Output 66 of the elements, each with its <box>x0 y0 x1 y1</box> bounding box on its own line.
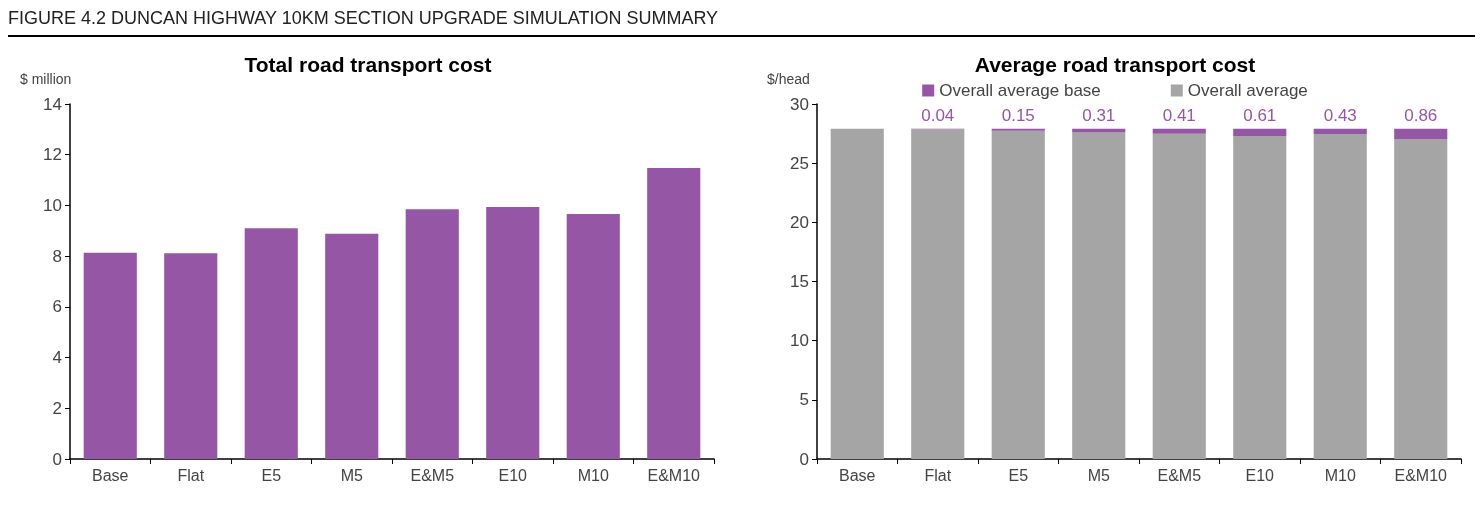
data-label: 0.04 <box>921 105 955 125</box>
x-tick-label: M5 <box>1087 466 1110 484</box>
y-tick-label: 10 <box>43 195 62 215</box>
x-tick-label: E&M10 <box>1394 466 1448 484</box>
data-label: 0.43 <box>1323 105 1357 125</box>
y-tick-label: 2 <box>52 398 62 418</box>
y-tick-label: 10 <box>790 331 809 351</box>
x-tick-label: Flat <box>924 466 952 484</box>
y-tick-label: 6 <box>52 297 62 317</box>
y-tick-label: 15 <box>790 272 809 291</box>
bar <box>244 228 298 459</box>
bar <box>1394 139 1448 459</box>
x-tick-label: Base <box>92 466 129 484</box>
bar <box>1152 133 1206 459</box>
y-axis-title: $ million <box>20 71 72 87</box>
x-tick-label: E5 <box>1008 466 1029 484</box>
y-tick-label: 12 <box>43 145 62 165</box>
x-tick-label: E10 <box>498 466 528 484</box>
x-tick-label: M10 <box>577 466 609 484</box>
x-tick-label: Flat <box>177 466 205 484</box>
y-axis-title: $/head <box>767 71 810 87</box>
x-tick-label: E5 <box>261 466 282 484</box>
bar <box>325 233 379 459</box>
x-tick-label: E&M5 <box>1157 466 1202 484</box>
bar <box>1313 128 1367 134</box>
bar <box>83 252 137 459</box>
caption: FIGURE 4.2 DUNCAN HIGHWAY 10KM SECTION UPGRADE SIMULATION SUMMARY <box>8 8 1475 37</box>
y-tick-label: 4 <box>52 348 62 368</box>
y-tick-label: 14 <box>43 94 62 114</box>
x-tick-label: Base <box>839 466 876 484</box>
x-tick-label: E10 <box>1245 466 1275 484</box>
bar <box>486 206 540 459</box>
y-tick-label: 0 <box>799 449 809 469</box>
data-label: 0.61 <box>1243 105 1277 125</box>
chart-title: Average road transport cost <box>974 53 1256 76</box>
x-tick-label: E&M10 <box>647 466 701 484</box>
y-tick-label: 20 <box>790 212 809 232</box>
bar <box>1233 136 1287 459</box>
bar <box>991 130 1045 459</box>
data-label: 0.15 <box>1001 105 1035 125</box>
y-tick-label: 0 <box>52 449 62 469</box>
bar <box>1072 132 1126 459</box>
bar <box>1152 128 1206 134</box>
y-tick-label: 25 <box>790 153 809 173</box>
x-tick-label: M10 <box>1324 466 1356 484</box>
data-label: 0.86 <box>1404 105 1438 125</box>
y-tick-label: 30 <box>790 94 809 114</box>
bar <box>647 167 701 459</box>
x-tick-label: E&M5 <box>410 466 455 484</box>
bar <box>1394 128 1448 140</box>
bar <box>911 129 965 459</box>
bar <box>164 253 218 459</box>
chart-title: Total road transport cost <box>244 53 492 76</box>
legend-label: Overall average <box>1187 81 1308 100</box>
bar <box>405 209 459 459</box>
bar <box>566 214 620 459</box>
bar <box>1072 128 1126 133</box>
legend-label: Overall average base <box>939 81 1101 100</box>
data-label: 0.31 <box>1082 105 1116 125</box>
bar <box>830 128 884 459</box>
x-tick-label: M5 <box>340 466 363 484</box>
bar <box>1313 133 1367 459</box>
data-label: 0.41 <box>1162 105 1196 125</box>
y-tick-label: 8 <box>52 246 62 266</box>
bar <box>1233 128 1287 137</box>
y-tick-label: 5 <box>799 390 809 410</box>
